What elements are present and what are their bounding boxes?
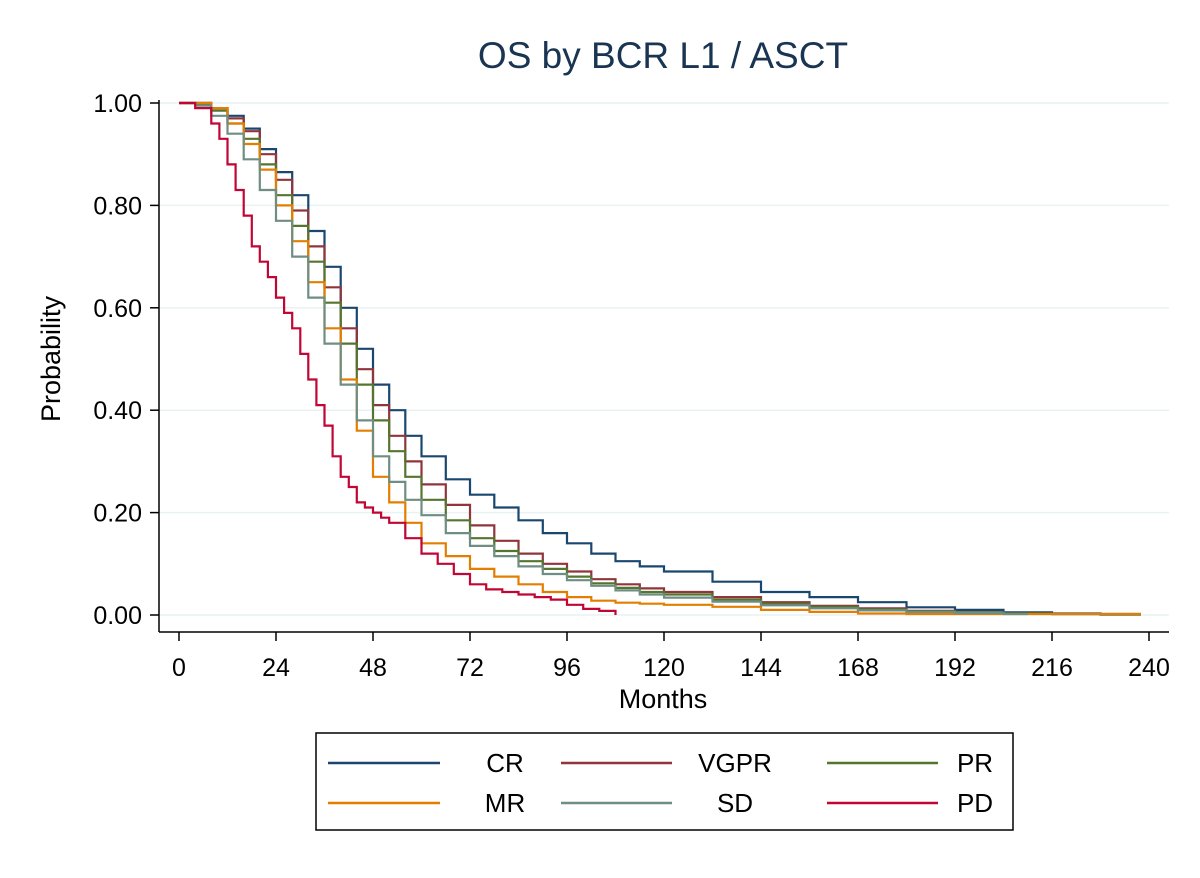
legend-label-pr: PR xyxy=(957,748,993,778)
x-axis-label: Months xyxy=(619,684,708,714)
series-lines xyxy=(179,101,1141,616)
series-line-cr xyxy=(179,101,1141,616)
x-tick-label: 48 xyxy=(359,654,387,682)
x-ticks: 0 24 48 72 96 120 144 168 192 216 240 xyxy=(172,632,1170,682)
legend-label-vgpr: VGPR xyxy=(698,748,772,778)
legend-label-sd: SD xyxy=(717,788,753,818)
x-tick-label: 240 xyxy=(1128,654,1170,682)
x-tick-label: 72 xyxy=(456,654,484,682)
x-tick-label: 144 xyxy=(740,654,782,682)
x-tick-label: 120 xyxy=(643,654,685,682)
y-tick-label: 0.40 xyxy=(93,397,142,425)
x-tick-label: 96 xyxy=(553,654,581,682)
y-tick-label: 0.00 xyxy=(93,602,142,630)
y-ticks: 0.00 0.20 0.40 0.60 0.80 1.00 xyxy=(93,90,159,630)
legend-label-pd: PD xyxy=(957,788,993,818)
y-tick-label: 0.80 xyxy=(93,192,142,220)
legend: CR VGPR PR MR SD PD xyxy=(315,732,1014,831)
legend-label-cr: CR xyxy=(486,748,524,778)
y-tick-label: 1.00 xyxy=(93,90,142,118)
y-axis-label: Probability xyxy=(36,295,66,422)
legend-label-mr: MR xyxy=(485,788,525,818)
x-tick-label: 192 xyxy=(934,654,976,682)
series-line-pd xyxy=(179,101,617,615)
x-tick-label: 0 xyxy=(172,654,186,682)
chart-title: OS by BCR L1 / ASCT xyxy=(478,35,848,76)
x-tick-label: 216 xyxy=(1031,654,1073,682)
legend-box xyxy=(315,732,1014,831)
y-tick-label: 0.60 xyxy=(93,295,142,323)
gridlines xyxy=(160,102,1169,616)
y-tick-label: 0.20 xyxy=(93,500,142,528)
x-tick-label: 168 xyxy=(837,654,879,682)
x-tick-label: 24 xyxy=(262,654,290,682)
series-line-sd xyxy=(179,101,1028,616)
